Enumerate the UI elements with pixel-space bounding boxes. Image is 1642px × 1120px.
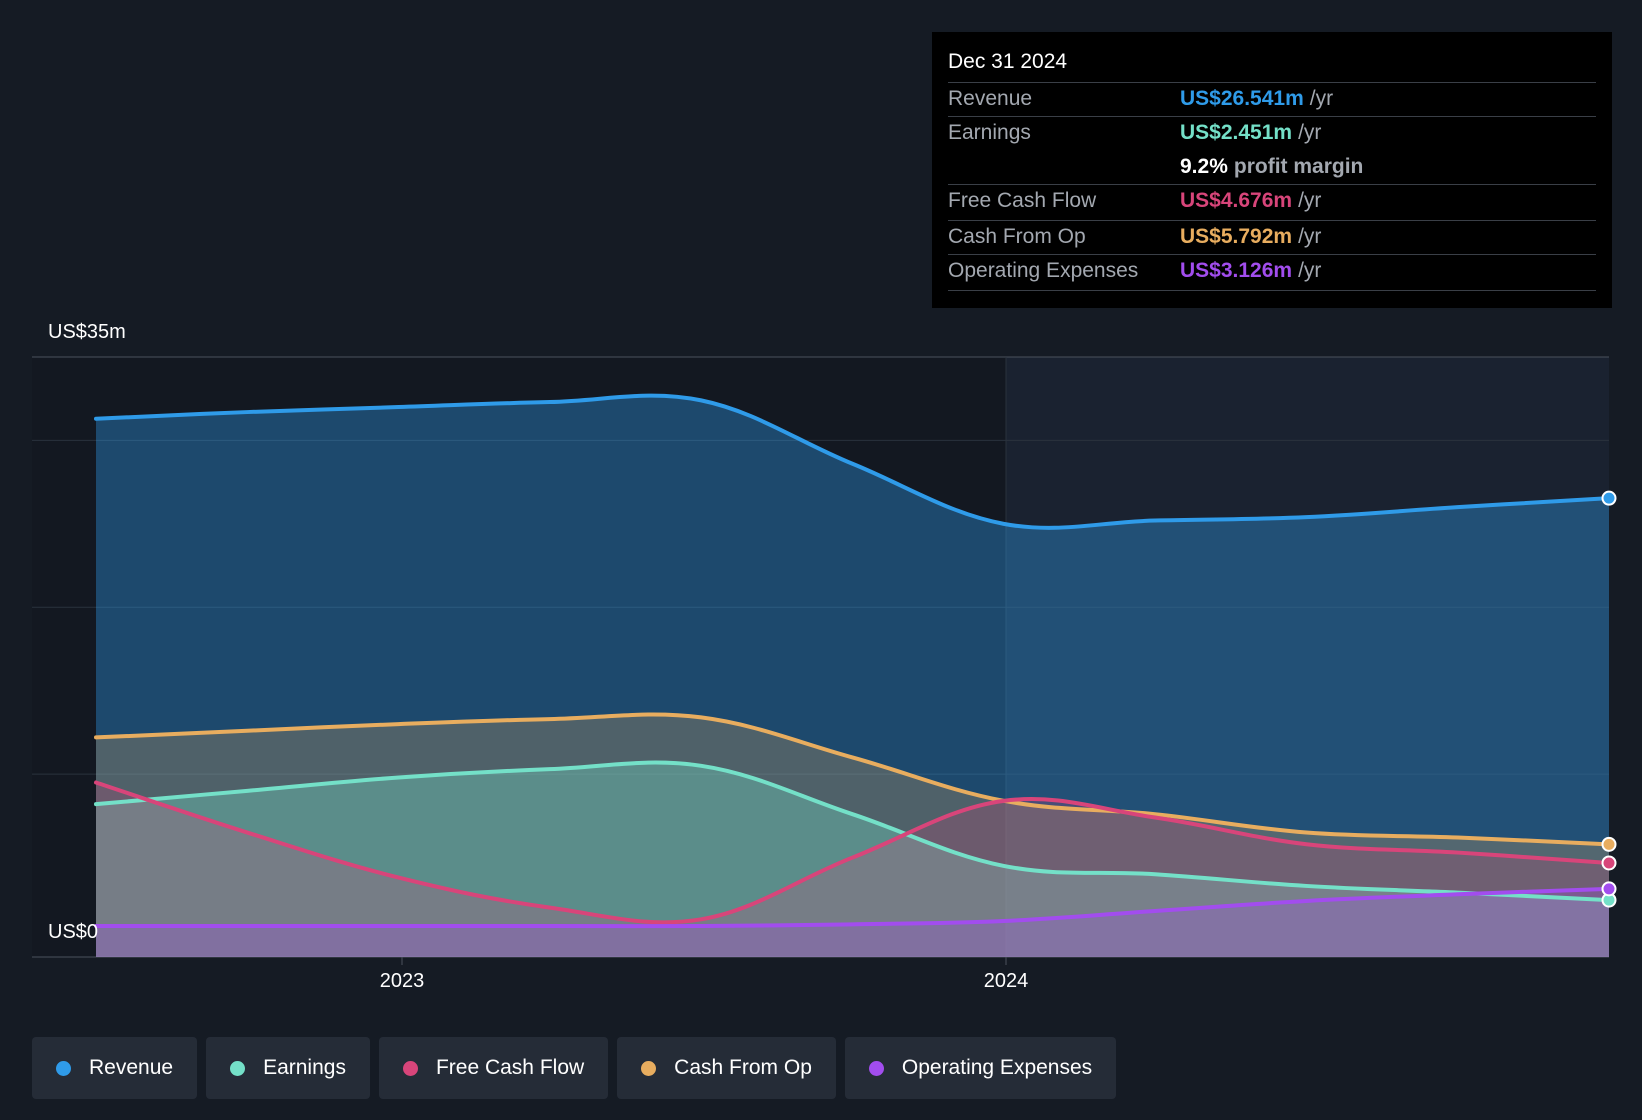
tooltip-unit-fcf: /yr [1298,189,1322,212]
tooltip-label-earnings: Earnings [948,121,1031,144]
legend-dot-icon [868,1060,884,1076]
tooltip-label-fcf: Free Cash Flow [948,189,1097,212]
tooltip-divider [948,254,1596,255]
tooltip-value-fcf: US$4.676m [1180,189,1293,212]
tooltip-label-cfo: Cash From Op [948,225,1086,248]
area-earnings [96,762,1609,957]
legend-dot-icon [641,1060,657,1076]
legend-label-cfo: Cash From Op [674,1056,812,1079]
end-point-opex [1601,881,1617,897]
area-revenue [96,395,1609,957]
line-opex [94,886,1611,929]
legend-label-revenue: Revenue [89,1056,174,1079]
line-fcf [94,780,1611,925]
tooltip-date: Dec 31 2024 [948,50,1068,73]
tooltip-value-opex: US$3.126m [1180,259,1293,282]
tooltip-value-cfo: US$5.792m [1180,225,1293,248]
x-tick-2023: 2023 [379,970,425,992]
tooltip-label-opex: Operating Expenses [948,259,1139,282]
line-earnings [94,760,1611,903]
legend-label-opex: Operating Expenses [901,1056,1093,1079]
tooltip-divider [948,184,1596,185]
legend-label-fcf: Free Cash Flow [435,1056,585,1079]
tooltip-divider [948,290,1596,291]
legend-item-fcf[interactable]: Free Cash Flow [378,1037,609,1099]
tooltip-divider [948,82,1596,83]
legend-item-opex[interactable]: Operating Expenses [844,1037,1117,1099]
tooltip-unit-revenue: /yr [1309,87,1334,110]
legend-label-earnings: Earnings [263,1056,346,1079]
tooltip-unit-cfo: /yr [1298,225,1322,248]
line-revenue [94,393,1611,530]
y-axis-top-label: US$35m [48,321,126,343]
legend-item-earnings[interactable]: Earnings [206,1037,370,1099]
tooltip-panel: Dec 31 2024 Revenue US$26.541m/yr Earnin… [932,32,1612,308]
legend-item-revenue[interactable]: Revenue [32,1037,198,1099]
tooltip-unit-opex: /yr [1298,259,1322,282]
legend-dot-icon [402,1060,418,1076]
tooltip-unit-earnings: /yr [1298,121,1322,144]
legend: Revenue Earnings Free Cash Flow Cash Fro… [32,1037,1117,1099]
x-tick-2024: 2024 [983,970,1029,992]
end-point-revenue [1601,490,1617,506]
legend-dot-icon [56,1060,71,1076]
tooltip-label-revenue: Revenue [948,87,1033,110]
y-axis-zero-label: US$0 [48,921,99,943]
tooltip-value-earnings: US$2.451m [1180,121,1293,144]
legend-item-cfo[interactable]: Cash From Op [617,1037,836,1099]
end-point-cfo [1601,836,1617,852]
area-fcf [96,782,1609,957]
tooltip-divider [948,116,1596,117]
tooltip-value-revenue: US$26.541m [1180,87,1304,110]
tooltip-divider [948,220,1596,221]
end-point-fcf [1601,855,1617,871]
tooltip-value-margin: 9.2% [1180,155,1228,178]
line-cfo [94,712,1611,847]
legend-dot-icon [230,1060,246,1076]
tooltip-unit-margin: profit margin [1233,155,1364,178]
